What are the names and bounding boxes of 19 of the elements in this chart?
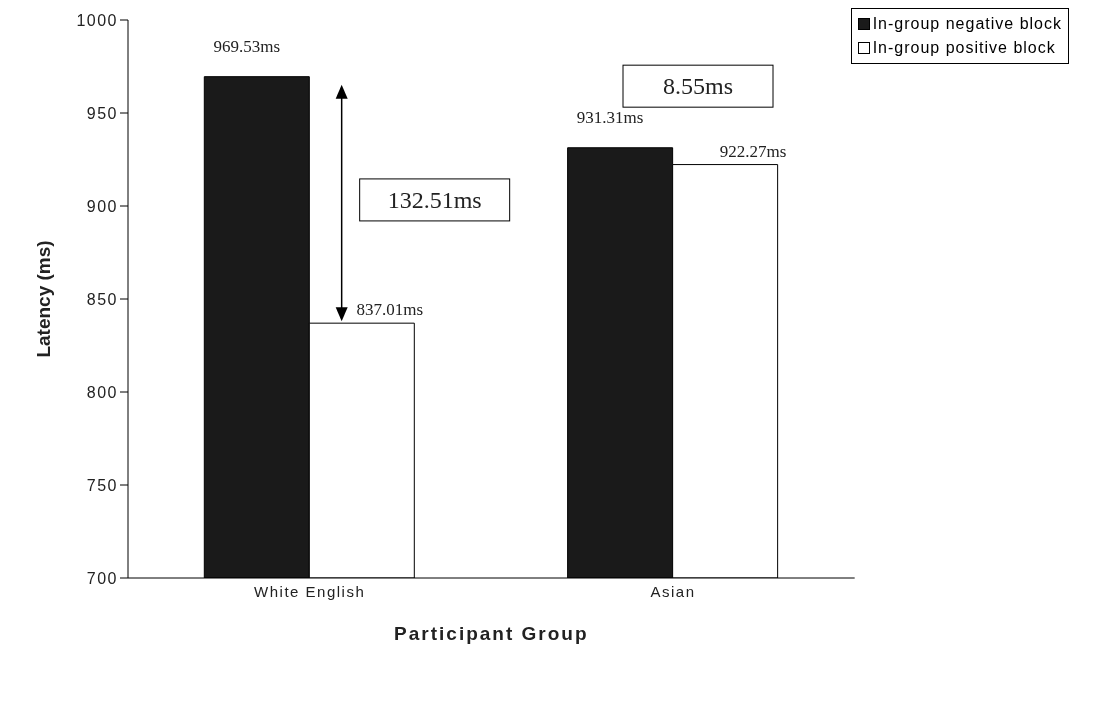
data-label: 837.01ms (356, 300, 424, 320)
y-tick-label: 900 (86, 197, 118, 215)
annotation: 8.55ms (663, 73, 734, 100)
y-tick-label: 950 (86, 104, 118, 122)
legend-label: In-group negative block (872, 14, 1062, 34)
y-tick-label: 700 (86, 569, 118, 587)
y-axis-title: Latency (ms) (32, 240, 54, 358)
x-tick-label: White English (254, 582, 366, 600)
y-tick-label: 850 (86, 290, 118, 308)
x-tick-label: Asian (650, 582, 696, 600)
legend-label: In-group positive block (872, 38, 1056, 58)
annotation: 132.51ms (387, 186, 482, 213)
y-tick-label: 1000 (76, 11, 118, 29)
data-label: 969.53ms (213, 36, 281, 56)
y-tick-label: 750 (86, 476, 118, 494)
data-label: 922.27ms (719, 141, 787, 161)
y-tick-label: 800 (86, 383, 118, 401)
x-axis-title: Participant Group (394, 623, 589, 644)
data-label: 931.31ms (576, 107, 644, 127)
